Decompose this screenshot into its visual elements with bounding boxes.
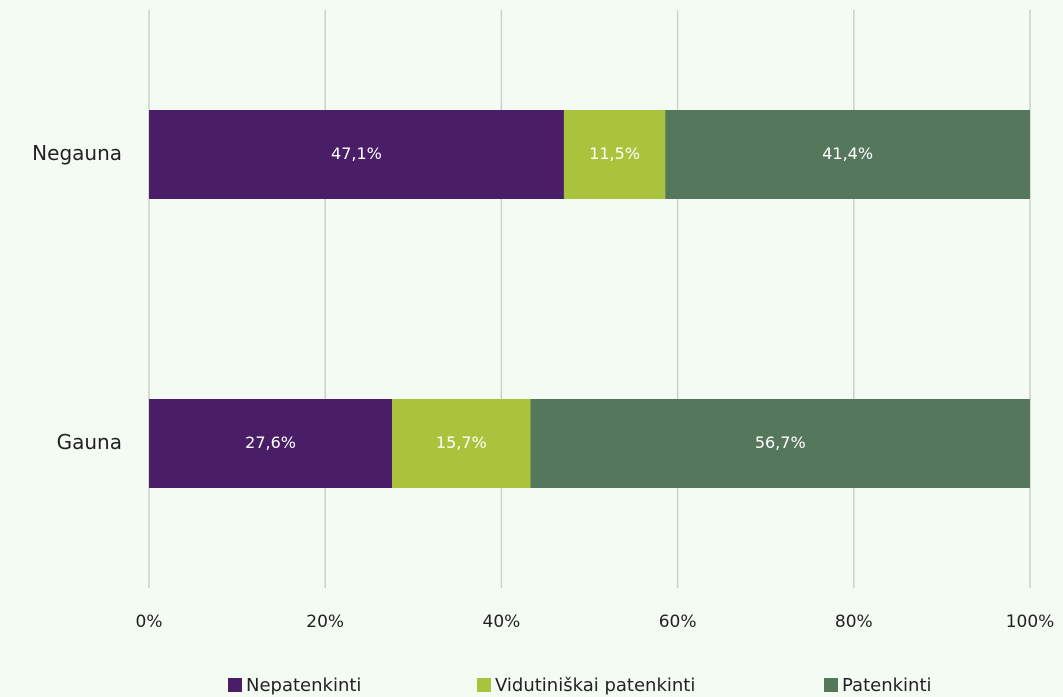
value-label: 56,7%	[755, 433, 806, 452]
legend-label: Vidutiniškai patenkinti	[495, 675, 695, 696]
legend-swatch	[477, 678, 491, 692]
x-tick-label: 0%	[136, 612, 163, 632]
category-label: Gauna	[57, 430, 122, 454]
legend-label: Patenkinti	[842, 675, 932, 696]
x-tick-label: 80%	[835, 612, 873, 632]
legend-swatch	[228, 678, 242, 692]
legend-swatch	[824, 678, 838, 692]
value-label: 41,4%	[822, 144, 873, 163]
x-tick-label: 20%	[306, 612, 344, 632]
bar-segment	[530, 399, 1030, 488]
value-label: 15,7%	[436, 433, 487, 452]
bar-segment	[392, 399, 531, 488]
x-tick-label: 60%	[659, 612, 697, 632]
bar-segment	[149, 110, 564, 199]
bar-segment	[563, 110, 666, 199]
value-label: 11,5%	[589, 144, 640, 163]
legend-label: Nepatenkinti	[246, 675, 361, 696]
category-label: Negauna	[32, 141, 122, 165]
x-tick-label: 100%	[1006, 612, 1055, 632]
bar-segment	[149, 399, 393, 488]
x-tick-label: 40%	[483, 612, 521, 632]
value-label: 27,6%	[245, 433, 296, 452]
bar-segment	[665, 110, 1030, 199]
value-label: 47,1%	[331, 144, 382, 163]
